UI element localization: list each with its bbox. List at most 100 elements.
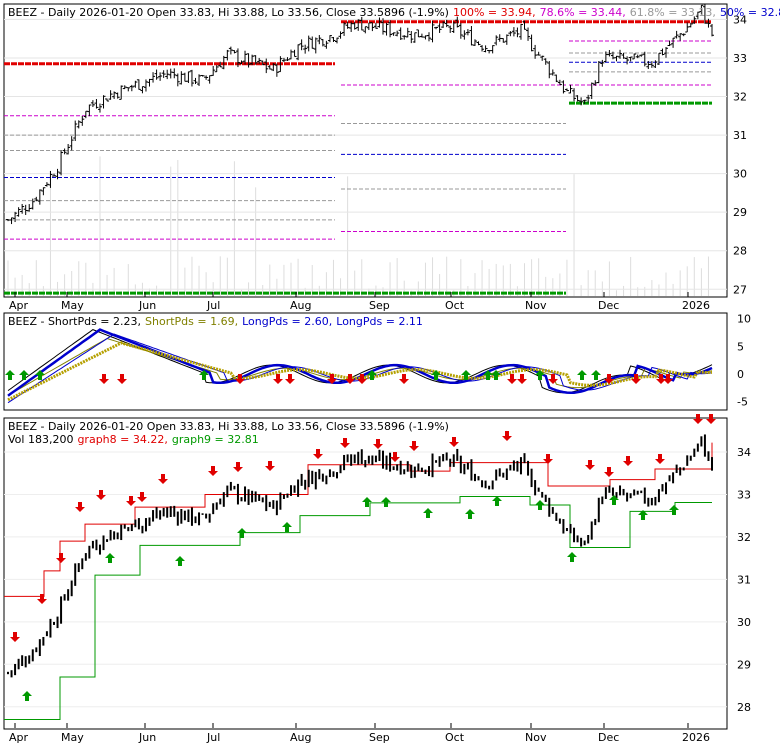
sell-arrow (543, 454, 553, 464)
sell-arrow (373, 439, 383, 449)
oscillator-panel: 10 5 0 -5 BEEZ - ShortPds = 2.23, ShortPds =… (3, 312, 751, 411)
sell-arrow (235, 374, 245, 384)
sell-arrow (399, 374, 409, 384)
buy-arrow (282, 522, 292, 532)
month-label: Aug (290, 731, 311, 744)
buy-arrow (423, 508, 433, 518)
buy-arrow (367, 370, 377, 380)
header-segment: graph9 = 32.81 (172, 433, 259, 446)
sell-arrow (706, 414, 716, 424)
oscillator-tick-label: 0 (737, 368, 744, 381)
header-segment: graph8 = 34.22, (77, 433, 167, 446)
month-label: May (61, 299, 84, 312)
price-panel-x-ticks: Apr May Jun Jul Aug Sep Oct Nov Dec 2026 (9, 292, 710, 312)
sell-arrow (409, 441, 419, 451)
sell-arrow (37, 594, 47, 604)
oscillator-panel-frame (3, 312, 728, 411)
signal-tick-label: 31 (737, 573, 751, 586)
sell-arrow (604, 374, 614, 384)
month-label: Apr (9, 731, 29, 744)
sell-arrow (623, 456, 633, 466)
header-segment: 50% = 32.89, (720, 6, 780, 19)
oscillator-signal-arrows (5, 370, 673, 384)
price-tick-label: 27 (733, 283, 747, 296)
sell-arrow (693, 414, 703, 424)
signal-panel-header-2: Vol 183,200 graph8 = 34.22, graph9 = 32.81 (8, 433, 259, 446)
oscillator-panel-header: BEEZ - ShortPds = 2.23, ShortPds = 1.69, L… (8, 315, 423, 328)
sell-arrow (663, 374, 673, 384)
sell-arrow (75, 502, 85, 512)
price-panel-header: BEEZ - Daily 2026-01-20 Open 33.83, Hi 3… (8, 6, 780, 19)
price-panel: 34 33 32 31 30 29 28 27 Apr May Jun Jul Aug Sep Oct No… (3, 3, 780, 312)
month-label: Dec (598, 299, 619, 312)
resistance-step-line (4, 442, 713, 597)
sell-arrow (507, 374, 517, 384)
oscillator-y-ticks: 10 5 0 -5 (737, 313, 751, 409)
sell-arrow (449, 437, 459, 447)
sell-arrow (357, 374, 367, 384)
buy-arrow (483, 370, 493, 380)
buy-arrow (362, 497, 372, 507)
buy-arrow (105, 553, 115, 563)
month-label: Jul (206, 299, 220, 312)
signal-panel: 34 33 32 31 30 29 28 Apr May Jun Jul Aug Sep Oct Nov D… (3, 414, 751, 744)
sell-arrow (99, 374, 109, 384)
sell-arrow (273, 374, 283, 384)
signal-tick-label: 34 (737, 446, 751, 459)
support-step-line (4, 496, 712, 721)
sell-arrow (117, 374, 127, 384)
buy-arrow (237, 528, 247, 538)
price-tick-label: 28 (733, 245, 747, 258)
month-label: Jun (138, 731, 156, 744)
buy-arrow (638, 510, 648, 520)
header-segment: 100% = 33.94, (453, 6, 536, 19)
sell-arrow (656, 374, 666, 384)
buy-arrow (175, 556, 185, 566)
sell-arrow (208, 466, 218, 476)
month-label: Apr (9, 299, 29, 312)
sell-arrow (548, 374, 558, 384)
sell-arrow (345, 374, 355, 384)
month-label: Dec (598, 731, 619, 744)
signal-tick-label: 30 (737, 616, 751, 629)
sell-arrow (10, 632, 20, 642)
signal-panel-x-ticks: Apr May Jun Jul Aug Sep Oct Nov Dec 2026 (9, 723, 710, 744)
buy-arrow (465, 509, 475, 519)
sell-arrow (631, 374, 641, 384)
signal-step-lines (4, 442, 713, 721)
sell-arrow (313, 449, 323, 459)
month-label: Nov (525, 299, 547, 312)
oscillator-tick-label: 5 (737, 340, 744, 353)
price-tick-label: 34 (733, 13, 747, 26)
signal-tick-label: 32 (737, 531, 751, 544)
sell-arrow (390, 452, 400, 462)
buy-arrow (535, 370, 545, 380)
month-label: 2026 (682, 299, 710, 312)
buy-sell-arrows (10, 414, 716, 701)
month-label: Jun (138, 299, 156, 312)
buy-arrow (461, 370, 471, 380)
month-label: 2026 (682, 731, 710, 744)
buy-arrow (199, 370, 209, 380)
buy-arrow (5, 370, 15, 380)
sell-arrow (265, 461, 275, 471)
signal-panel-frame (3, 417, 728, 730)
month-label: Aug (290, 299, 311, 312)
sell-arrow (137, 492, 147, 502)
fibonacci-levels (4, 20, 712, 295)
header-segment: Vol 183,200 (8, 433, 73, 446)
price-tick-label: 33 (733, 52, 747, 65)
sell-arrow (96, 490, 106, 500)
buy-arrow (35, 370, 45, 380)
buy-arrow (567, 552, 577, 562)
price-tick-label: 29 (733, 206, 747, 219)
month-label: Nov (525, 731, 547, 744)
header-segment: BEEZ - Daily 2026-01-20 Open 33.83, Hi 3… (8, 6, 449, 19)
price-bars (6, 3, 714, 225)
price-panel-y-ticks: 34 33 32 31 30 29 28 27 (733, 13, 747, 296)
sell-arrow (517, 374, 527, 384)
month-label: May (61, 731, 84, 744)
buy-arrow (492, 496, 502, 506)
